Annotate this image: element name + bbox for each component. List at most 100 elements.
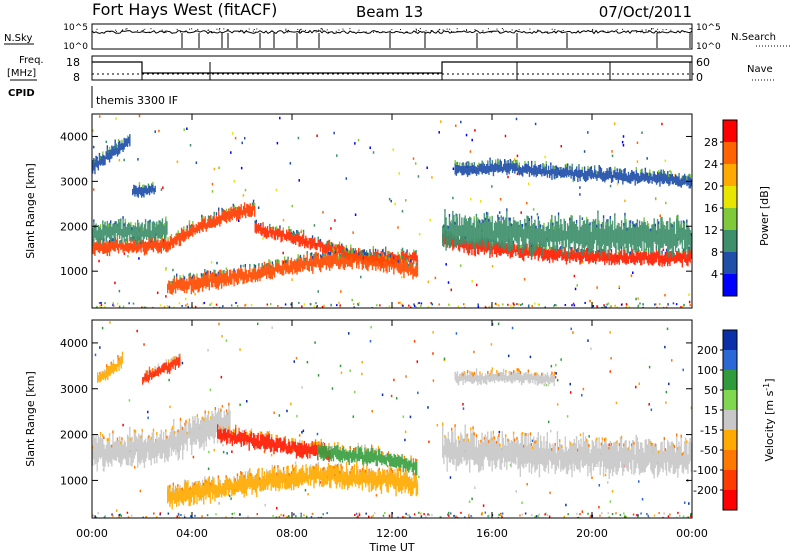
echo-cell xyxy=(451,220,453,224)
scatter-cell xyxy=(642,306,644,308)
scatter-cell xyxy=(231,512,234,515)
scatter-cell xyxy=(576,284,578,287)
colorbar-swatch xyxy=(723,186,737,209)
echo-cell xyxy=(653,251,655,264)
echo-cell xyxy=(507,163,509,173)
echo-cell xyxy=(378,255,380,259)
scatter-cell xyxy=(316,432,319,436)
echo-cell xyxy=(189,228,192,237)
echo-cell xyxy=(627,171,630,183)
scatter-cell xyxy=(566,415,569,418)
echo-cell xyxy=(685,437,687,441)
echo-cell xyxy=(162,363,164,373)
echo-cell xyxy=(573,169,576,182)
echo-cell xyxy=(463,217,465,245)
echo-cell xyxy=(589,453,591,473)
echo-cell xyxy=(266,469,268,473)
echo-cell xyxy=(147,186,150,194)
scatter-cell xyxy=(152,306,154,308)
echo-cell xyxy=(381,252,384,269)
echo-cell xyxy=(401,247,404,251)
echo-cell xyxy=(548,442,551,460)
echo-cell xyxy=(650,251,652,265)
echo-cell xyxy=(382,248,385,252)
echo-cell xyxy=(173,356,175,360)
echo-cell xyxy=(530,244,533,248)
echo-cell xyxy=(487,215,489,239)
echo-cell xyxy=(322,470,324,487)
echo-cell xyxy=(565,166,568,178)
echo-cell xyxy=(220,425,222,429)
echo-cell xyxy=(275,262,277,272)
echo-cell xyxy=(134,239,137,251)
scatter-cell xyxy=(94,353,97,357)
echo-cell xyxy=(469,162,471,166)
echo-cell xyxy=(618,223,621,227)
echo-cell xyxy=(623,222,625,226)
echo-band xyxy=(142,353,181,385)
echo-cell xyxy=(104,370,107,381)
echo-cell xyxy=(374,251,377,261)
echo-cell xyxy=(144,373,146,381)
nsearch-dot xyxy=(207,29,209,31)
echo-cell xyxy=(557,249,560,258)
echo-cell xyxy=(112,362,115,374)
echo-cell xyxy=(319,241,322,252)
echo-cell xyxy=(593,253,596,262)
echo-cell xyxy=(543,248,545,261)
echo-cell xyxy=(333,465,335,469)
echo-cell xyxy=(551,168,553,181)
echo-cell xyxy=(527,216,529,220)
echo-cell xyxy=(664,173,667,182)
echo-cell xyxy=(574,443,577,466)
echo-cell xyxy=(287,441,290,454)
echo-cell xyxy=(544,169,546,176)
echo-cell xyxy=(341,243,343,247)
scatter-cell xyxy=(257,206,260,209)
echo-cell xyxy=(498,433,500,437)
echo-cell xyxy=(195,279,197,291)
time-x-axis: 00:00 04:00 08:00 12:00 16:00 20:00 00:00 xyxy=(76,527,708,540)
scatter-cell xyxy=(256,322,259,326)
scatter-cell xyxy=(554,304,556,307)
echo-cell xyxy=(343,246,345,258)
echo-cell xyxy=(579,169,581,182)
echo-cell xyxy=(225,211,228,224)
echo-cell xyxy=(528,221,531,246)
echo-cell xyxy=(313,466,315,470)
echo-cell xyxy=(104,156,106,165)
echo-cell xyxy=(331,465,333,481)
echo-cell xyxy=(677,251,679,262)
echo-cell xyxy=(634,454,636,474)
echo-cell xyxy=(414,475,416,488)
echo-cell xyxy=(399,471,402,491)
scatter-cell xyxy=(323,304,325,307)
echo-cell xyxy=(188,421,191,439)
echo-cell xyxy=(96,156,98,160)
scatter-cell xyxy=(354,213,357,217)
echo-cell xyxy=(241,268,243,280)
nsearch-dot xyxy=(141,29,143,31)
echo-cell xyxy=(673,221,676,246)
echo-cell xyxy=(316,466,319,479)
echo-cell xyxy=(221,210,223,221)
echo-cell xyxy=(616,443,618,476)
echo-cell xyxy=(544,374,546,378)
scatter-cell xyxy=(662,516,664,518)
echo-cell xyxy=(670,171,672,175)
echo-cell xyxy=(470,241,472,250)
scatter-cell xyxy=(138,114,141,118)
scatter-cell xyxy=(310,516,313,518)
echo-cell xyxy=(615,249,617,263)
echo-cell xyxy=(254,477,257,493)
echo-cell xyxy=(518,372,521,383)
echo-cell xyxy=(208,479,211,498)
echo-cell xyxy=(175,436,177,456)
echo-cell xyxy=(610,168,613,172)
echo-cell xyxy=(491,163,494,172)
echo-cell xyxy=(372,245,375,249)
echo-cell xyxy=(581,166,584,170)
scatter-cell xyxy=(582,261,584,264)
echo-cell xyxy=(292,230,295,234)
echo-cell xyxy=(242,429,245,433)
